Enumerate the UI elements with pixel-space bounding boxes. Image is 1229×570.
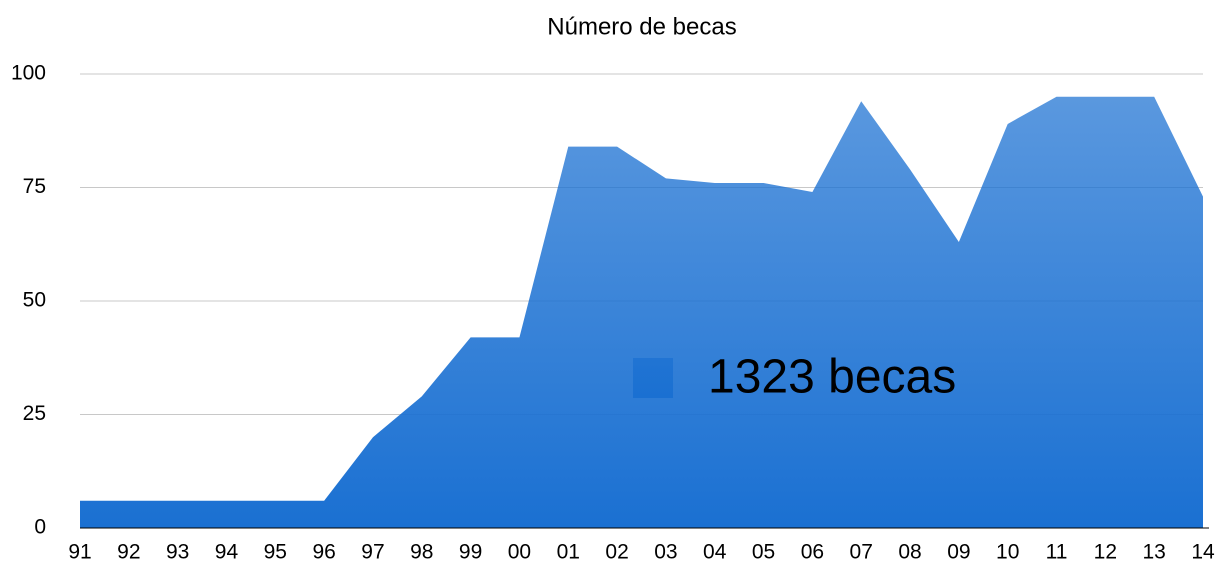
x-tick-label: 13 xyxy=(1142,541,1165,564)
y-tick-label: 75 xyxy=(23,175,46,198)
x-tick-label: 02 xyxy=(605,541,628,564)
x-tick-label: 01 xyxy=(557,541,580,564)
legend-label: 1323 becas xyxy=(708,351,956,404)
x-tick-label: 94 xyxy=(215,541,239,564)
x-tick-label: 12 xyxy=(1094,541,1117,564)
y-tick-label: 25 xyxy=(23,402,46,425)
x-tick-label: 06 xyxy=(801,541,824,564)
y-tick-label: 100 xyxy=(11,62,46,85)
x-tick-label: 99 xyxy=(459,541,482,564)
chart-title: Número de becas xyxy=(547,13,736,40)
x-tick-label: 97 xyxy=(361,541,384,564)
x-tick-label: 92 xyxy=(117,541,140,564)
x-tick-label: 91 xyxy=(68,541,91,564)
x-tick-label: 04 xyxy=(703,541,727,564)
x-tick-label: 93 xyxy=(166,541,189,564)
y-tick-label: 0 xyxy=(34,516,46,539)
legend-swatch xyxy=(633,358,673,398)
x-tick-label: 14 xyxy=(1191,541,1215,564)
x-tick-label: 10 xyxy=(996,541,1019,564)
x-tick-label: 03 xyxy=(654,541,677,564)
x-tick-label: 95 xyxy=(264,541,287,564)
x-tick-label: 11 xyxy=(1046,541,1068,564)
x-tick-label: 07 xyxy=(850,541,873,564)
x-tick-label: 09 xyxy=(947,541,970,564)
x-tick-label: 08 xyxy=(898,541,921,564)
x-tick-label: 05 xyxy=(752,541,775,564)
y-tick-label: 50 xyxy=(23,289,46,312)
x-tick-label: 96 xyxy=(312,541,335,564)
x-tick-label: 98 xyxy=(410,541,433,564)
x-tick-label: 00 xyxy=(508,541,531,564)
area xyxy=(80,96,1203,528)
